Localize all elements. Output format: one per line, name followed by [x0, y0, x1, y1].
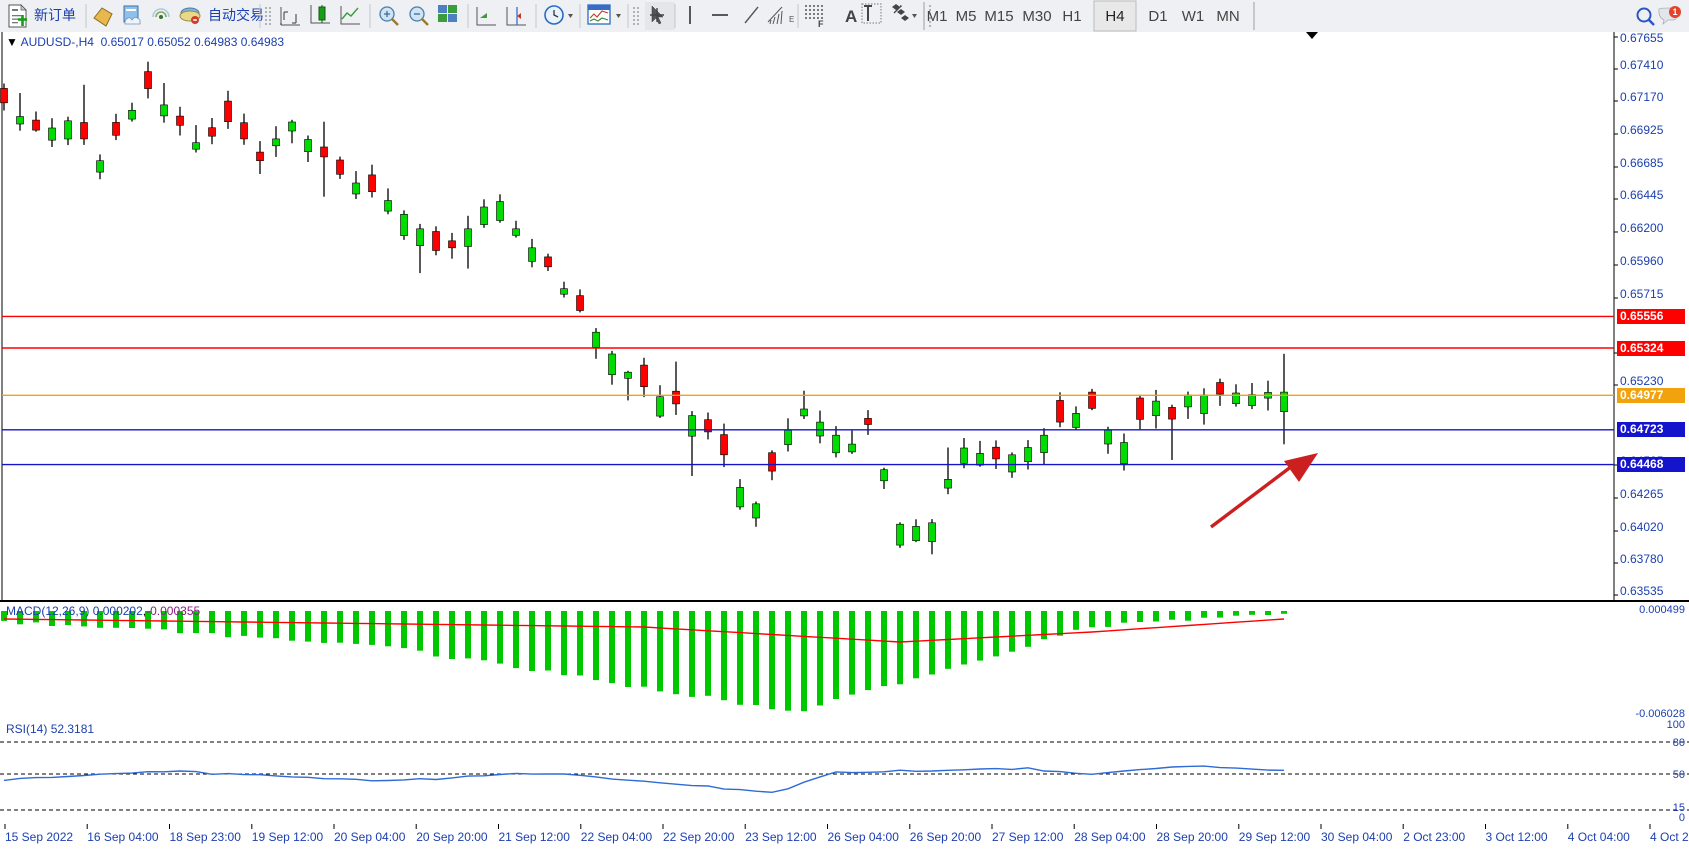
svg-text:22 Sep 20:00: 22 Sep 20:00	[663, 830, 735, 844]
svg-text:0.66200: 0.66200	[1620, 221, 1664, 235]
svg-text:0.66685: 0.66685	[1620, 156, 1664, 170]
svg-text:18 Sep 23:00: 18 Sep 23:00	[170, 830, 242, 844]
svg-text:4 Oct 04:00: 4 Oct 04:00	[1568, 830, 1630, 844]
svg-text:3 Oct 12:00: 3 Oct 12:00	[1486, 830, 1548, 844]
svg-text:0.64723: 0.64723	[1620, 422, 1664, 436]
svg-text:0.65324: 0.65324	[1620, 341, 1664, 355]
svg-text:H4: H4	[1105, 8, 1124, 25]
svg-text:0.63535: 0.63535	[1620, 584, 1664, 598]
svg-text:0.65556: 0.65556	[1620, 309, 1664, 323]
svg-text:0.64977: 0.64977	[1620, 388, 1664, 402]
svg-text:M5: M5	[956, 8, 977, 25]
svg-text:M15: M15	[984, 8, 1013, 25]
svg-text:15 Sep 2022: 15 Sep 2022	[5, 830, 73, 844]
svg-text:0.64020: 0.64020	[1620, 520, 1664, 534]
svg-text:0.65230: 0.65230	[1620, 374, 1664, 388]
svg-text:0.66445: 0.66445	[1620, 188, 1664, 202]
svg-text:4 Oct 20:00: 4 Oct 20:00	[1650, 830, 1689, 844]
svg-text:D1: D1	[1148, 8, 1167, 25]
svg-text:M1: M1	[927, 8, 948, 25]
svg-text:0.64468: 0.64468	[1620, 457, 1664, 471]
svg-text:0.67655: 0.67655	[1620, 32, 1664, 45]
svg-text:28 Sep 20:00: 28 Sep 20:00	[1157, 830, 1229, 844]
svg-text:M30: M30	[1022, 8, 1051, 25]
svg-text:26 Sep 04:00: 26 Sep 04:00	[828, 830, 900, 844]
svg-text:0.63780: 0.63780	[1620, 552, 1664, 566]
svg-text:2 Oct 23:00: 2 Oct 23:00	[1403, 830, 1465, 844]
svg-text:0.67410: 0.67410	[1620, 58, 1664, 72]
svg-text:H1: H1	[1062, 8, 1081, 25]
svg-text:29 Sep 12:00: 29 Sep 12:00	[1239, 830, 1311, 844]
svg-text:0.66925: 0.66925	[1620, 123, 1664, 137]
svg-text:E: E	[789, 15, 794, 24]
svg-text:F: F	[818, 19, 824, 29]
svg-text:新订单: 新订单	[34, 7, 76, 23]
svg-text:0.67170: 0.67170	[1620, 90, 1664, 104]
svg-text:27 Sep 12:00: 27 Sep 12:00	[992, 830, 1064, 844]
svg-text:30 Sep 04:00: 30 Sep 04:00	[1321, 830, 1393, 844]
svg-text:23 Sep 12:00: 23 Sep 12:00	[745, 830, 817, 844]
svg-text:自动交易: 自动交易	[208, 7, 264, 23]
svg-text:19 Sep 12:00: 19 Sep 12:00	[252, 830, 324, 844]
svg-text:28 Sep 04:00: 28 Sep 04:00	[1074, 830, 1146, 844]
svg-text:20 Sep 20:00: 20 Sep 20:00	[416, 830, 488, 844]
svg-text:0.65960: 0.65960	[1620, 254, 1664, 268]
svg-text:0.64265: 0.64265	[1620, 487, 1664, 501]
svg-text:0.65715: 0.65715	[1620, 287, 1664, 301]
svg-text:W1: W1	[1182, 8, 1205, 25]
svg-text:20 Sep 04:00: 20 Sep 04:00	[334, 830, 406, 844]
svg-text:MN: MN	[1216, 8, 1239, 25]
svg-text:21 Sep 12:00: 21 Sep 12:00	[499, 830, 571, 844]
svg-text:A: A	[845, 7, 857, 26]
svg-text:26 Sep 20:00: 26 Sep 20:00	[910, 830, 982, 844]
svg-text:1: 1	[1672, 7, 1677, 17]
svg-text:22 Sep 04:00: 22 Sep 04:00	[581, 830, 653, 844]
svg-text:16 Sep 04:00: 16 Sep 04:00	[87, 830, 159, 844]
